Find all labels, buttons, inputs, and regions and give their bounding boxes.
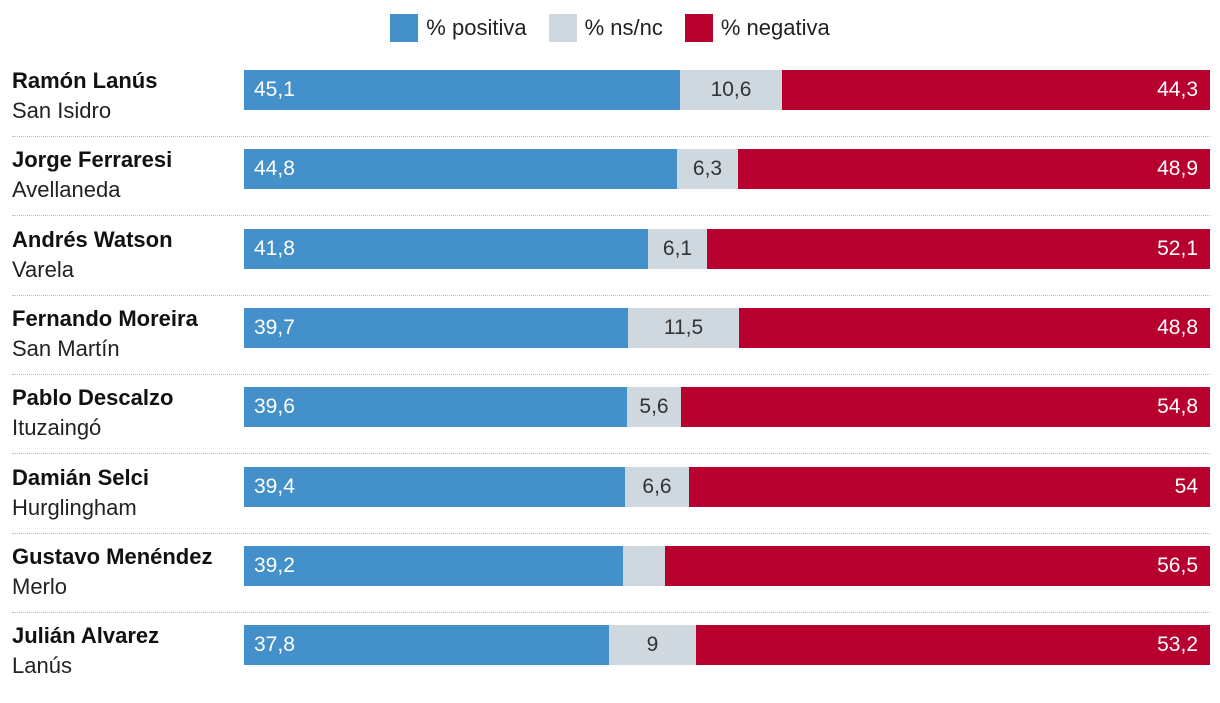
stacked-bar: 45,1 10,6 44,3 <box>244 70 1210 110</box>
row-district: San Isidro <box>12 98 112 123</box>
row-separator <box>12 215 1210 217</box>
chart-row: Fernando Moreira San Martín 39,7 11,5 48,8 <box>0 306 1220 386</box>
bar-negativa: 52,1 <box>707 228 1210 269</box>
bar-nsnc: 6,1 <box>648 228 707 269</box>
bar-nsnc: 11,5 <box>628 307 739 348</box>
bar-positiva: 44,8 <box>244 149 677 190</box>
legend-swatch-positiva <box>390 14 419 42</box>
bar-value-label: 5,6 <box>639 395 669 419</box>
bar-positiva: 45,1 <box>244 70 680 110</box>
bar-negativa: 44,3 <box>782 70 1210 110</box>
bar-nsnc: 6,6 <box>625 466 689 507</box>
bar-value-label: 52,1 <box>1157 236 1198 260</box>
row-name: Julián Alvarez <box>12 623 160 649</box>
bar-positiva: 37,8 <box>244 625 609 666</box>
bar-value-label: 41,8 <box>254 236 295 260</box>
bar-value-label: 11,5 <box>663 315 704 339</box>
row-district: Lanús <box>12 653 72 679</box>
bar-negativa: 53,2 <box>696 625 1210 666</box>
legend-item-nsnc: % ns/nc <box>548 14 663 42</box>
bar-positiva: 41,8 <box>244 228 648 269</box>
legend-label-negativa: % negativa <box>720 15 830 40</box>
bar-positiva: 39,2 <box>244 545 623 586</box>
row-separator <box>12 294 1210 296</box>
row-district: Varela <box>12 256 74 282</box>
bar-negativa: 54 <box>689 466 1210 507</box>
bar-negativa: 48,9 <box>738 149 1210 190</box>
stacked-bar: 37,8 9 53,2 <box>244 625 1210 666</box>
bar-positiva: 39,4 <box>244 466 625 507</box>
legend-swatch-nsnc <box>548 14 577 42</box>
bar-value-label: 48,9 <box>1157 157 1198 181</box>
bar-value-label: 9 <box>646 633 659 657</box>
bar-nsnc <box>623 545 665 586</box>
bar-negativa: 48,8 <box>739 307 1210 348</box>
bar-nsnc: 10,6 <box>680 70 782 110</box>
bar-value-label: 6,1 <box>662 236 693 260</box>
legend: % positiva % ns/nc % negativa <box>0 12 1220 44</box>
stacked-bar: 39,7 11,5 48,8 <box>244 307 1210 348</box>
bar-value-label: 6,6 <box>642 474 672 498</box>
bar-value-label: 45,1 <box>254 78 295 101</box>
bar-value-label: 39,4 <box>254 474 295 498</box>
row-district: San Martín <box>12 335 120 361</box>
bar-value-label: 44,8 <box>254 157 295 181</box>
bar-value-label: 44,3 <box>1157 78 1198 101</box>
row-separator <box>12 611 1210 613</box>
bar-value-label: 39,7 <box>254 315 295 339</box>
row-district: Merlo <box>12 573 68 599</box>
bar-value-label: 6,3 <box>692 157 723 181</box>
bar-negativa: 54,8 <box>681 387 1210 428</box>
bar-value-label: 54 <box>1174 474 1198 498</box>
row-name: Jorge Ferraresi <box>12 147 173 173</box>
bar-nsnc: 6,3 <box>677 149 738 190</box>
stacked-bar: 41,8 6,1 52,1 <box>244 228 1210 269</box>
chart-row: Damián Selci Hurglingham 39,4 6,6 54 <box>0 465 1220 545</box>
bar-value-label: 48,8 <box>1157 315 1198 339</box>
chart-row: Julián Alvarez Lanús 37,8 9 53,2 <box>0 623 1220 703</box>
bar-positiva: 39,7 <box>244 307 628 348</box>
row-name: Andrés Watson <box>12 226 173 252</box>
row-separator <box>12 136 1210 137</box>
bar-value-label: 37,8 <box>254 633 295 657</box>
bar-value-label: 54,8 <box>1157 395 1198 419</box>
row-name: Fernando Moreira <box>12 305 198 331</box>
bar-value-label: 53,2 <box>1157 633 1198 657</box>
row-name: Pablo Descalzo <box>12 385 174 411</box>
stacked-bar: 44,8 6,3 48,9 <box>244 149 1210 190</box>
bar-negativa: 56,5 <box>665 545 1210 586</box>
row-separator <box>12 532 1210 534</box>
legend-swatch-negativa <box>684 14 713 42</box>
stacked-bar: 39,6 5,6 54,8 <box>244 387 1210 428</box>
bar-value-label: 10,6 <box>710 78 752 101</box>
chart-row: Gustavo Menéndez Merlo 39,2 56,5 <box>0 544 1220 624</box>
legend-label-nsnc: % ns/nc <box>584 15 663 40</box>
row-district: Avellaneda <box>12 177 121 203</box>
row-separator <box>12 453 1210 455</box>
stacked-bar: 39,2 56,5 <box>244 545 1210 586</box>
chart-row: Jorge Ferraresi Avellaneda 44,8 6,3 48,9 <box>0 147 1220 227</box>
legend-label-positiva: % positiva <box>426 15 527 40</box>
stacked-bar: 39,4 6,6 54 <box>244 466 1210 507</box>
row-name: Damián Selci <box>12 464 149 490</box>
chart-row: Ramón Lanús San Isidro 45,1 10,6 44,3 <box>0 68 1220 148</box>
bar-value-label: 39,2 <box>254 553 295 577</box>
legend-item-negativa: % negativa <box>684 14 830 42</box>
chart-row: Andrés Watson Varela 41,8 6,1 52,1 <box>0 227 1220 307</box>
chart-row: Pablo Descalzo Ituzaingó 39,6 5,6 54,8 <box>0 385 1220 465</box>
bar-value-label: 39,6 <box>254 395 295 419</box>
bar-nsnc: 5,6 <box>627 387 681 428</box>
bar-nsnc: 9 <box>609 625 696 666</box>
legend-item-positiva: % positiva <box>390 14 527 42</box>
row-name: Gustavo Menéndez <box>12 543 213 569</box>
row-district: Ituzaingó <box>12 415 102 441</box>
row-district: Hurglingham <box>12 494 137 520</box>
bar-value-label: 56,5 <box>1157 553 1198 577</box>
row-name: Ramón Lanús <box>12 68 158 93</box>
row-separator <box>12 373 1210 375</box>
bar-positiva: 39,6 <box>244 387 627 428</box>
